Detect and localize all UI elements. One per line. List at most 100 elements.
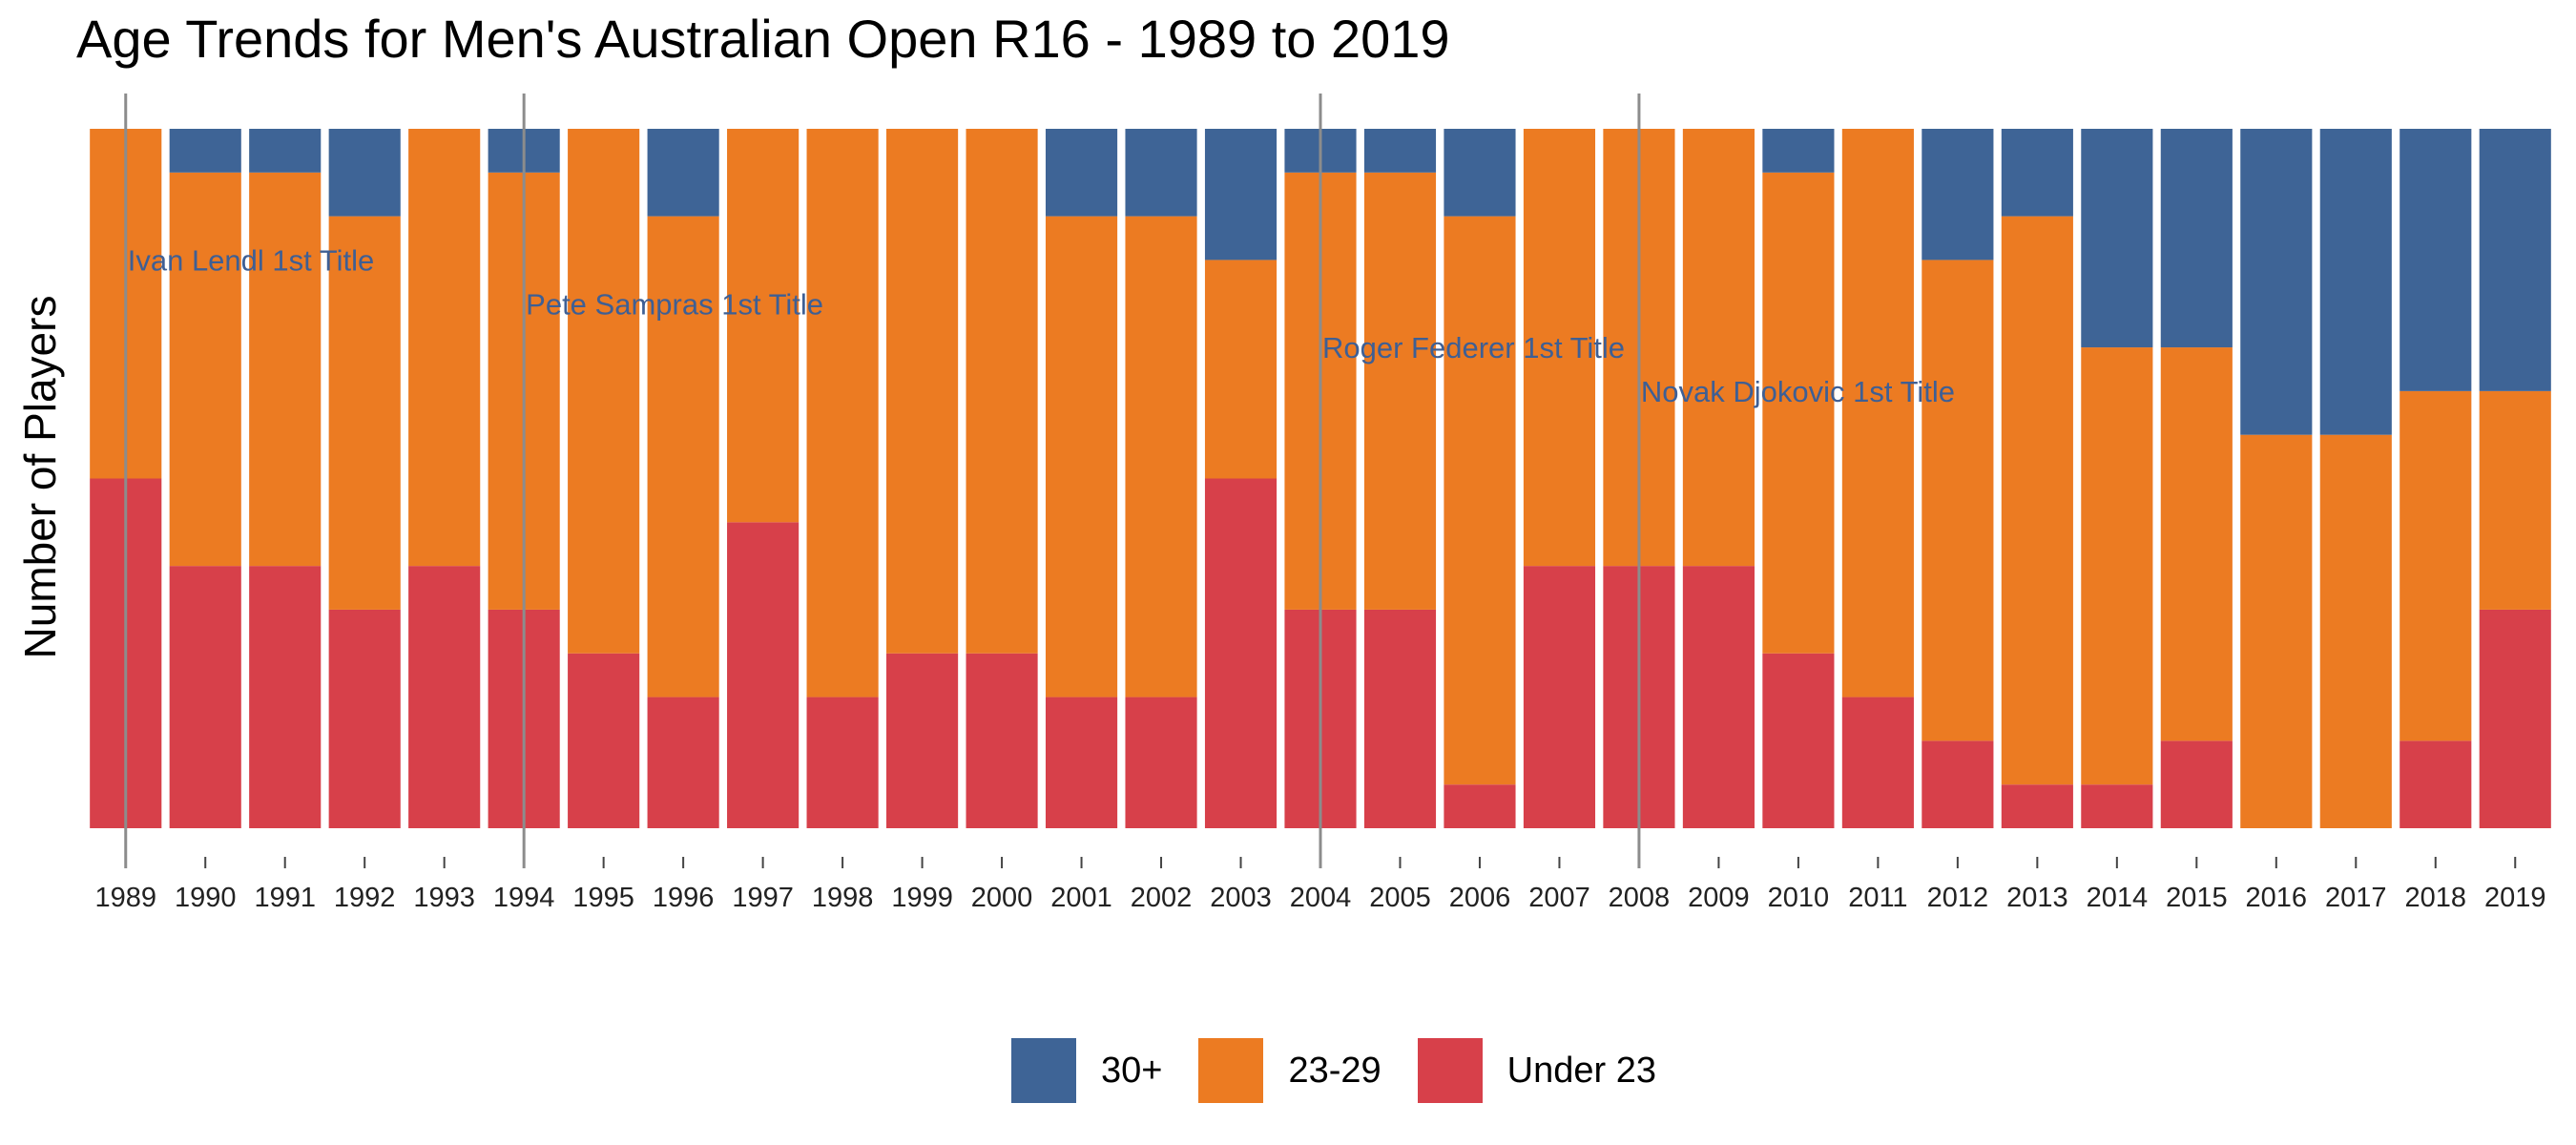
bar-2003-30plus	[1204, 129, 1278, 260]
bar-1990-23-29	[169, 172, 241, 567]
legend-label-30plus: 30+	[1101, 1050, 1163, 1091]
bar-2010-30plus	[1762, 129, 1835, 173]
bar-1996-30plus	[647, 129, 719, 217]
legend-item-23-29: 23-29	[1198, 1038, 1381, 1103]
legend-swatch-30plus	[1011, 1038, 1076, 1103]
x-tick-label-2008: 2008	[1609, 883, 1671, 913]
bar-2014-23-29	[2081, 347, 2153, 785]
x-axis: 1989 1990 1991 1992 1993 1994 1995 1996 1997 1998…	[94, 857, 2546, 913]
bar-1999-23-29	[886, 129, 959, 654]
annotation-label-2008: Novak Djokovic 1st Title	[1641, 375, 1955, 408]
x-tick-label-2001: 2001	[1050, 883, 1112, 913]
x-tick-label-2014: 2014	[2087, 883, 2149, 913]
bar-2005-30plus	[1363, 129, 1437, 173]
bar-1991-30plus	[249, 129, 322, 173]
bar-1991-23-29	[249, 172, 322, 567]
bar-1998-23-29	[806, 129, 879, 697]
x-tick-label-1990: 1990	[175, 883, 237, 913]
x-tick-label-1999: 1999	[891, 883, 953, 913]
bar-1996-23-29	[647, 216, 719, 697]
bar-2006-30plus	[1444, 129, 1516, 217]
bar-2011-23-29	[1841, 129, 1914, 697]
x-tick-label-2018: 2018	[2405, 883, 2467, 913]
bar-2014-under-23	[2081, 784, 2153, 828]
bar-2019-30plus	[2479, 129, 2551, 391]
x-tick-label-2007: 2007	[1528, 883, 1590, 913]
x-tick-label-2005: 2005	[1369, 883, 1431, 913]
x-tick-label-1994: 1994	[493, 883, 555, 913]
annotation-label-2004: Roger Federer 1st Title	[1322, 331, 1625, 364]
bars-layer	[90, 129, 2551, 829]
bar-2013-23-29	[2001, 216, 2073, 785]
bar-2009-under-23	[1682, 566, 1755, 829]
bar-2014-30plus	[2081, 129, 2153, 348]
bar-2012-23-29	[1922, 260, 1994, 741]
x-tick-label-2002: 2002	[1131, 883, 1193, 913]
x-tick-label-1998: 1998	[812, 883, 874, 913]
x-tick-label-2017: 2017	[2325, 883, 2387, 913]
bar-2007-under-23	[1523, 566, 1596, 829]
bar-2009-23-29	[1682, 129, 1755, 567]
x-tick-label-2003: 2003	[1210, 883, 1272, 913]
legend-swatch-under-23	[1417, 1038, 1483, 1103]
bar-2013-30plus	[2001, 129, 2073, 217]
chart-title: Age Trends for Men's Australian Open R16…	[76, 9, 1450, 69]
annotation-label-1989: Ivan Lendl 1st Title	[128, 243, 375, 277]
bar-1995-under-23	[568, 653, 640, 828]
x-tick-label-1995: 1995	[572, 883, 634, 913]
bar-2001-30plus	[1045, 129, 1118, 217]
bar-2015-23-29	[2160, 347, 2233, 741]
x-tick-label-1993: 1993	[413, 883, 475, 913]
bar-2012-30plus	[1922, 129, 1994, 260]
x-tick-label-2010: 2010	[1768, 883, 1830, 913]
stacked-bar-chart: 1989 1990 1991 1992 1993 1994 1995 1996 1997 1998…	[90, 94, 2551, 913]
bar-1992-under-23	[328, 609, 401, 828]
bar-1993-23-29	[408, 129, 481, 567]
bar-2001-under-23	[1045, 697, 1118, 828]
bar-2010-under-23	[1762, 653, 1835, 828]
bar-2019-23-29	[2479, 390, 2551, 610]
bar-2018-30plus	[2399, 129, 2472, 391]
legend-label-23-29: 23-29	[1288, 1050, 1381, 1091]
bar-1996-under-23	[647, 697, 719, 828]
x-tick-label-2009: 2009	[1688, 883, 1750, 913]
x-tick-label-2011: 2011	[1848, 883, 1907, 913]
bar-1993-under-23	[408, 566, 481, 829]
bar-2003-23-29	[1204, 260, 1278, 479]
bar-2003-under-23	[1204, 478, 1278, 828]
bar-2013-under-23	[2001, 784, 2073, 828]
bar-2005-under-23	[1363, 609, 1437, 828]
bar-2007-23-29	[1523, 129, 1596, 567]
annotation-label-1994: Pete Sampras 1st Title	[526, 287, 823, 321]
x-tick-label-2019: 2019	[2484, 883, 2546, 913]
bar-1991-under-23	[249, 566, 322, 829]
bar-2012-under-23	[1922, 740, 1994, 829]
bar-2006-under-23	[1444, 784, 1516, 828]
x-tick-label-1991: 1991	[254, 883, 316, 913]
bar-1997-under-23	[727, 522, 800, 828]
legend-label-under-23: Under 23	[1506, 1050, 1656, 1091]
bar-2018-23-29	[2399, 390, 2472, 741]
legend-item-30plus: 30+	[1011, 1038, 1162, 1103]
bar-1995-23-29	[568, 129, 640, 654]
bar-2010-23-29	[1762, 172, 1835, 654]
bar-2015-30plus	[2160, 129, 2233, 348]
bar-2016-23-29	[2240, 434, 2313, 828]
bar-1999-under-23	[886, 653, 959, 828]
bar-2017-23-29	[2319, 434, 2392, 828]
x-tick-label-2000: 2000	[971, 883, 1033, 913]
x-tick-label-1997: 1997	[732, 883, 794, 913]
bar-1998-under-23	[806, 697, 879, 828]
bar-2011-under-23	[1841, 697, 1914, 828]
x-tick-label-2012: 2012	[1927, 883, 1989, 913]
annotations-layer: Ivan Lendl 1st Title Pete Sampras 1st Tit…	[124, 94, 1955, 868]
bar-2006-23-29	[1444, 216, 1516, 785]
bar-2002-under-23	[1125, 697, 1197, 828]
bar-1992-30plus	[328, 129, 401, 217]
x-tick-label-1992: 1992	[334, 883, 396, 913]
bar-2000-23-29	[966, 129, 1038, 654]
x-tick-label-2016: 2016	[2246, 883, 2308, 913]
x-tick-label-2015: 2015	[2166, 883, 2228, 913]
x-tick-label-2004: 2004	[1290, 883, 1352, 913]
legend-item-under-23: Under 23	[1417, 1038, 1656, 1103]
